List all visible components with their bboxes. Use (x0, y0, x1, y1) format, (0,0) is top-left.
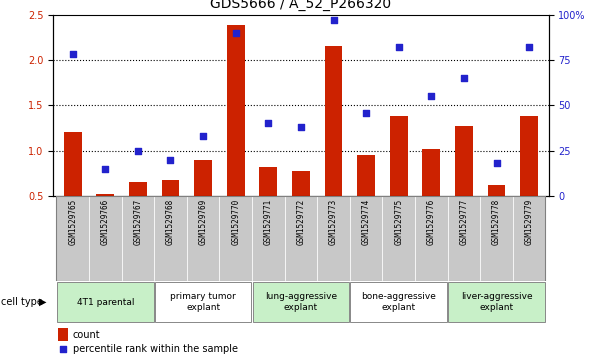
Text: GSM1529770: GSM1529770 (231, 199, 240, 245)
Point (166, 157, 175, 163)
Text: primary tumor
explant: primary tumor explant (170, 293, 236, 312)
Point (198, 133, 208, 139)
Title: GDS5666 / A_52_P266320: GDS5666 / A_52_P266320 (211, 0, 391, 11)
Point (264, 121, 273, 126)
Text: bone-aggressive
explant: bone-aggressive explant (361, 293, 436, 312)
Bar (89, 196, 122, 281)
Bar (480, 196, 513, 281)
Point (492, 160, 502, 166)
Bar (187, 196, 219, 281)
Bar (382, 196, 415, 281)
Point (427, 93, 436, 99)
Bar (284, 196, 317, 281)
Bar (96, 194, 114, 241)
Point (459, 75, 468, 81)
Text: GSM1529774: GSM1529774 (362, 199, 371, 245)
Bar (162, 180, 179, 241)
Text: cell type: cell type (1, 297, 42, 307)
Bar (317, 196, 350, 281)
Bar (357, 155, 375, 241)
Point (296, 124, 306, 130)
Bar (350, 282, 447, 322)
Bar (155, 282, 251, 322)
Text: count: count (73, 330, 100, 339)
Bar (219, 196, 252, 281)
Bar (57, 282, 153, 322)
Bar (252, 196, 284, 281)
Text: GSM1529773: GSM1529773 (329, 199, 338, 245)
Point (231, 30, 240, 36)
Bar (194, 160, 212, 241)
Bar (487, 185, 506, 241)
Text: GSM1529765: GSM1529765 (68, 199, 77, 245)
Text: GSM1529766: GSM1529766 (101, 199, 110, 245)
Text: ▶: ▶ (40, 297, 47, 307)
Point (100, 166, 110, 172)
Bar (292, 171, 310, 241)
Text: percentile rank within the sample: percentile rank within the sample (73, 344, 238, 354)
Bar (253, 282, 349, 322)
Bar (324, 46, 342, 241)
Text: lung-aggressive
explant: lung-aggressive explant (265, 293, 337, 312)
Bar (390, 116, 408, 241)
Point (58, 346, 68, 352)
Point (362, 110, 371, 115)
Text: 4T1 parental: 4T1 parental (77, 298, 134, 307)
Bar (58, 328, 68, 341)
Bar (129, 182, 147, 241)
Bar (422, 149, 440, 241)
Bar (122, 196, 154, 281)
Bar (350, 196, 382, 281)
Bar (415, 196, 448, 281)
Bar (64, 132, 81, 241)
Text: GSM1529777: GSM1529777 (460, 199, 468, 245)
Text: GSM1529771: GSM1529771 (264, 199, 273, 245)
Point (133, 148, 143, 154)
Text: GSM1529767: GSM1529767 (133, 199, 142, 245)
Bar (448, 282, 545, 322)
Point (394, 44, 404, 50)
Text: GSM1529779: GSM1529779 (525, 199, 533, 245)
Bar (513, 196, 545, 281)
Point (329, 17, 338, 23)
Text: GSM1529775: GSM1529775 (394, 199, 403, 245)
Text: GSM1529778: GSM1529778 (492, 199, 501, 245)
Text: GSM1529768: GSM1529768 (166, 199, 175, 245)
Bar (455, 126, 473, 241)
Text: GSM1529772: GSM1529772 (296, 199, 306, 245)
Text: GSM1529776: GSM1529776 (427, 199, 436, 245)
Bar (260, 167, 277, 241)
Text: GSM1529769: GSM1529769 (199, 199, 208, 245)
Text: liver-aggressive
explant: liver-aggressive explant (461, 293, 532, 312)
Point (68, 52, 77, 57)
Point (525, 44, 534, 50)
Bar (520, 116, 538, 241)
Bar (448, 196, 480, 281)
Bar (154, 196, 187, 281)
Bar (227, 25, 245, 241)
Bar (57, 196, 89, 281)
